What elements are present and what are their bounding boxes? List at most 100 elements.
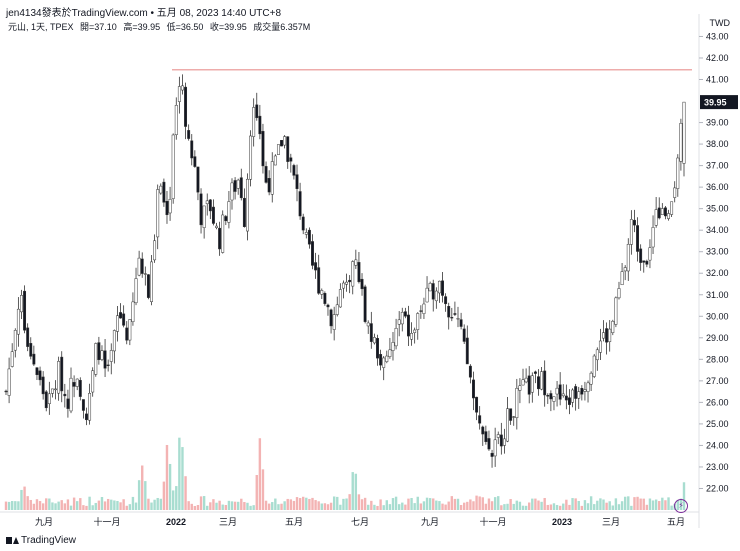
volume-bar (190, 503, 193, 510)
candle-body (360, 278, 364, 290)
y-tick-label: 24.00 (706, 440, 729, 450)
volume-bar (589, 496, 593, 510)
candle-body (106, 364, 110, 366)
author-header: jen4134發表於TradingView.com • 五月 08, 2023 … (6, 8, 282, 19)
candle-body (509, 408, 513, 421)
volume-bar (69, 505, 73, 510)
candle-body (518, 385, 522, 391)
candle-body (363, 286, 367, 322)
volume-bar (571, 498, 574, 510)
volume-bar (617, 504, 621, 510)
candle-body (97, 342, 101, 361)
y-tick-label: 25.00 (706, 419, 729, 429)
candle-body (385, 355, 389, 362)
footer-brand-text: TradingView (21, 535, 77, 546)
volume-bar (397, 504, 401, 510)
candle-body (586, 382, 590, 392)
last-price-badge (700, 95, 738, 110)
candle-body (450, 317, 454, 319)
volume-bar (20, 489, 23, 510)
volume-bar (215, 502, 218, 510)
candle-body (484, 431, 488, 442)
candle-body (611, 320, 615, 333)
candle-body (574, 386, 578, 399)
candle-body (88, 393, 92, 421)
candle-body (366, 322, 370, 327)
candle-body (357, 262, 361, 283)
volume-bar (236, 501, 240, 510)
candle-body (171, 134, 175, 199)
volume-bar (466, 501, 469, 510)
volume-bar (224, 504, 228, 510)
candle-body (348, 279, 352, 283)
volume-bar (645, 504, 649, 510)
candle-body (654, 209, 658, 226)
volume-bar (48, 498, 51, 510)
candle-body (472, 379, 475, 399)
volume-bar (425, 497, 429, 510)
volume-bar (261, 469, 265, 510)
volume-bar (209, 502, 212, 510)
candle-body (549, 393, 553, 400)
volume-bar (363, 497, 367, 510)
volume-bar (608, 501, 611, 510)
volume-bar (128, 504, 132, 510)
candle-body (54, 388, 57, 391)
volume-bar (419, 503, 423, 510)
volume-bar (162, 481, 166, 510)
candle-body (221, 214, 225, 253)
candle-body (323, 293, 327, 304)
price-axis[interactable]: 43.00 42.00 41.00 39.00 38.00 37.00 36.00 35.00… (699, 31, 738, 493)
candle-body (273, 155, 277, 166)
volume-bar (518, 501, 522, 510)
candle-body (558, 384, 562, 400)
volume-bar (199, 496, 203, 510)
volume-bar (91, 505, 94, 510)
volume-bar (642, 498, 645, 510)
volume-bar (181, 447, 184, 510)
volume-bar (10, 501, 14, 510)
volume-bar (308, 498, 311, 510)
candle-body (29, 343, 33, 357)
volume-bar (63, 503, 67, 510)
volume-bar (568, 504, 571, 510)
volume-bar (230, 501, 234, 510)
volume-bar (240, 498, 243, 510)
volume-bar (648, 498, 652, 510)
lightning-icon[interactable]: ⚡ (674, 499, 688, 513)
x-tick-label: 2022 (166, 517, 186, 527)
volume-bar (329, 502, 333, 510)
candle-body (143, 273, 147, 275)
volume-bar (218, 500, 221, 510)
legend-open: 開=37.10 (80, 22, 117, 32)
volume-bar (134, 502, 138, 510)
tradingview-logo-icon (6, 536, 19, 545)
volume-bar (357, 494, 361, 510)
candle-body (32, 353, 36, 365)
volume-bar (391, 498, 395, 510)
volume-bar (255, 475, 258, 510)
candle-body (648, 247, 652, 261)
candle-body (85, 413, 88, 421)
candle-body (165, 201, 169, 216)
volume-bar (500, 505, 503, 510)
legend-symbol[interactable]: 元山, 1天, TPEX (8, 22, 74, 32)
volume-bar (267, 503, 271, 510)
candle-body (592, 355, 596, 377)
volume-bar (339, 504, 342, 510)
candle-body (428, 282, 432, 292)
candle-body (660, 208, 664, 215)
volume-bar (264, 500, 268, 510)
candle-body (317, 267, 321, 294)
candle-body (589, 372, 593, 385)
volume-bar (277, 504, 280, 510)
volume-bar (562, 503, 565, 510)
volume-bar (428, 498, 432, 510)
candle-body (304, 232, 308, 235)
volume-bar (512, 503, 515, 510)
time-axis[interactable]: 九月 十一月 2022 三月 五月 七月 九月 十一月 2023 三月 五月 (35, 516, 685, 527)
volume-bar (72, 497, 76, 510)
candle-body (437, 280, 441, 294)
candle-body (20, 295, 23, 313)
